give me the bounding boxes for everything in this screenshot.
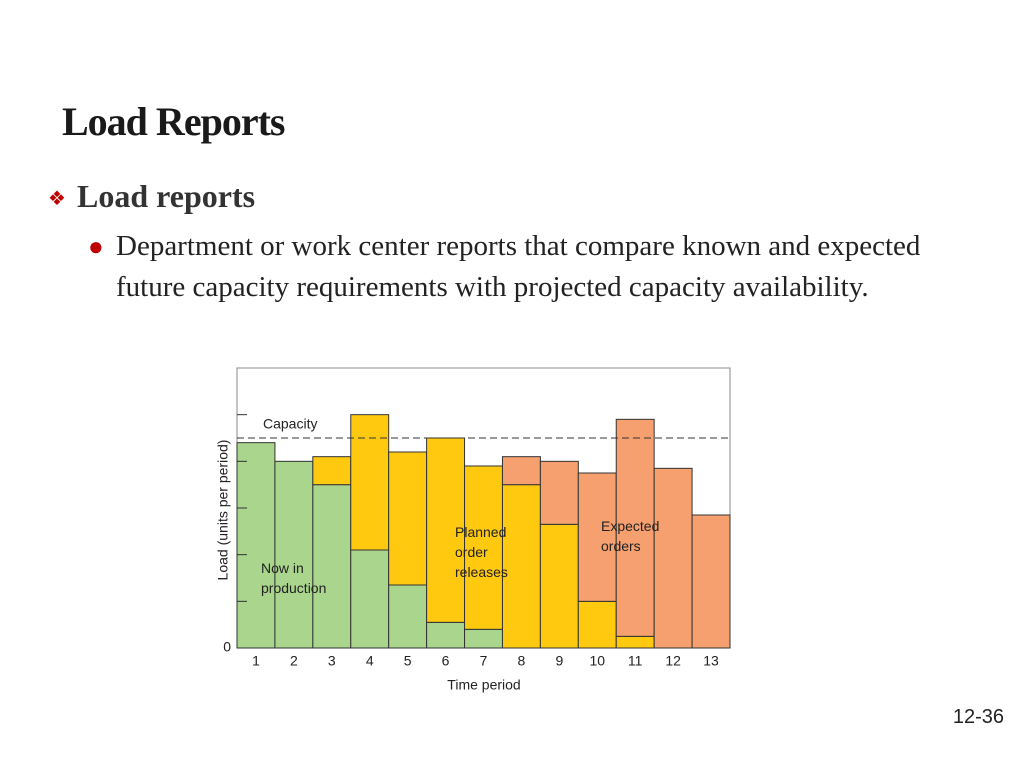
sub-bullet-icon: ●: [88, 232, 104, 261]
bar-segment: [464, 628, 503, 649]
bar-segment: [615, 635, 655, 649]
bar-segment: [577, 472, 617, 602]
x-tick-label: 3: [328, 653, 336, 669]
bar-segment: [539, 523, 579, 649]
bar-segment: [350, 414, 390, 551]
x-tick-label: 11: [628, 653, 643, 669]
bar-segment: [274, 460, 314, 649]
series-label: Now in production: [261, 560, 327, 596]
bar-segment: [426, 437, 466, 623]
bar-segment: [350, 549, 390, 649]
page-number: 12-36: [952, 706, 1004, 728]
x-tick-label: 4: [366, 653, 374, 669]
bar-segment: [312, 484, 352, 649]
series-label: Expected orders: [601, 518, 660, 554]
bar-segment: [426, 621, 466, 649]
bar-segment: [312, 456, 352, 486]
sub-bullet-text: Department or work center reports that c…: [116, 230, 921, 303]
x-tick-label: 10: [589, 653, 605, 669]
bar-segment: [653, 467, 693, 649]
bar-segment: [577, 600, 617, 649]
bar-segment: [691, 514, 731, 649]
bar-segment: [388, 584, 428, 649]
x-tick-label: 6: [442, 653, 450, 669]
x-tick-label: 5: [404, 653, 412, 669]
slide-title: Load Reports: [62, 99, 285, 144]
x-axis-label: Time period: [447, 677, 520, 693]
y-tick-label: 0: [223, 639, 231, 655]
y-axis-label: Load (units per period): [215, 440, 231, 581]
x-tick-label: 12: [665, 653, 681, 669]
x-tick-label: 2: [290, 653, 298, 669]
series-label: Planned order releases: [455, 524, 508, 580]
bar-segment: [615, 418, 655, 637]
bar-segment: [388, 451, 428, 586]
x-tick-label: 8: [518, 653, 526, 669]
capacity-label: Capacity: [263, 416, 317, 432]
bullet-text: Load reports: [77, 178, 256, 214]
x-tick-label: 13: [703, 653, 719, 669]
bar-segment: [539, 460, 579, 525]
x-tick-label: 1: [252, 653, 260, 669]
bar-segment: [501, 456, 541, 486]
bar-segment: [236, 442, 276, 649]
x-tick-label: 7: [480, 653, 488, 669]
x-tick-label: 9: [555, 653, 563, 669]
bullet-icon: ❖: [48, 188, 66, 210]
